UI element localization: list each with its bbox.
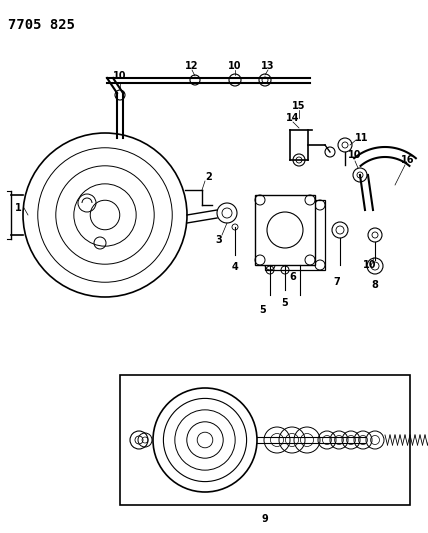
Text: 7705 825: 7705 825 xyxy=(8,18,75,32)
Text: 10: 10 xyxy=(113,71,127,81)
Text: 7: 7 xyxy=(333,277,340,287)
Text: 14: 14 xyxy=(286,113,300,123)
Text: 16: 16 xyxy=(401,155,415,165)
Text: 10: 10 xyxy=(348,150,362,160)
Text: 8: 8 xyxy=(372,280,378,290)
Text: 5: 5 xyxy=(260,305,266,315)
Bar xyxy=(265,200,325,270)
Text: 10: 10 xyxy=(363,260,377,270)
Text: 1: 1 xyxy=(15,203,21,213)
Text: 10: 10 xyxy=(228,61,242,71)
Bar xyxy=(120,375,410,505)
Bar xyxy=(255,195,315,265)
Text: 6: 6 xyxy=(290,272,296,282)
Text: 11: 11 xyxy=(355,133,369,143)
Text: 12: 12 xyxy=(185,61,199,71)
Text: 9: 9 xyxy=(262,514,268,524)
Text: 13: 13 xyxy=(261,61,275,71)
Text: 4: 4 xyxy=(232,262,238,272)
Text: 15: 15 xyxy=(292,101,306,111)
Text: 3: 3 xyxy=(216,235,223,245)
Text: 2: 2 xyxy=(205,172,212,182)
Text: 5: 5 xyxy=(282,298,288,308)
